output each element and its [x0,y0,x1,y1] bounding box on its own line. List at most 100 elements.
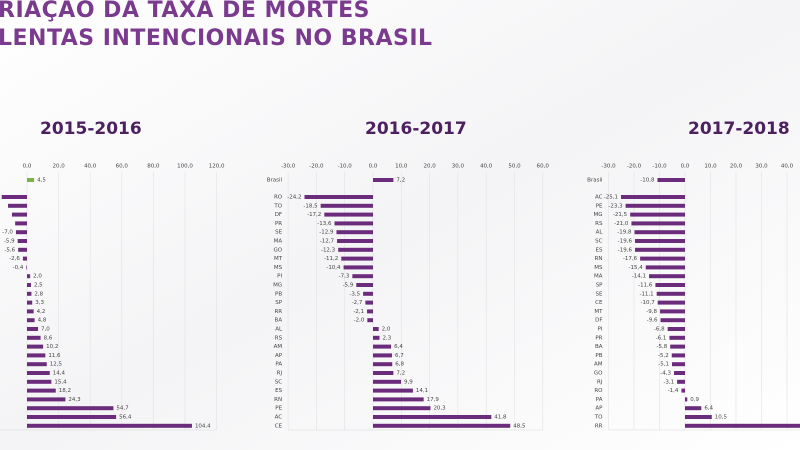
category-label: RS [275,335,283,341]
value-label: 0,9 [690,397,699,403]
category-label: GO [594,371,603,377]
category-label: PB [595,353,602,359]
bar [22,256,27,261]
value-label: -6,1 [656,335,667,341]
bar [27,335,41,340]
value-label: -6,8 [654,327,665,333]
category-label: Brasil [587,178,603,184]
value-label: 17,9 [427,397,440,403]
value-label: 2,8 [34,291,43,297]
category-label: DF [275,212,282,218]
value-label: -2,1 [353,309,364,315]
bar [11,212,27,217]
value-label: -5,9 [343,283,354,289]
x-tick-label: 30,0 [755,164,768,170]
bar [660,318,685,323]
category-label: SP [275,300,282,306]
page-title: RIAÇÃO DA TAXA DE MORTES [0,0,370,23]
value-label: -11,2 [324,256,338,262]
value-label: -19,6 [618,247,633,253]
category-label: GO [274,247,283,253]
bar [356,283,373,287]
bar [17,239,27,243]
bar [640,256,685,261]
value-label: 54,7 [116,406,129,412]
value-label: 4,5 [37,178,46,184]
bar [15,230,27,235]
bar [373,344,392,349]
category-label: BA [275,318,283,324]
bar [681,388,685,393]
bar [655,283,685,287]
chart-title: 2015-2016 [40,119,142,139]
bar [341,256,373,261]
x-tick-label: -30,0 [281,164,296,170]
category-label: AC [275,415,283,421]
category-label: RO [594,388,603,394]
value-label: -9,8 [646,309,657,315]
value-label: 12,5 [50,362,63,368]
bar [363,291,373,296]
bar [373,406,431,411]
bar [27,397,66,402]
category-label: RO [274,195,283,201]
category-label: RJ [597,379,603,385]
bar [373,335,380,340]
bar [27,344,44,349]
bar [373,327,379,331]
value-label: 6,4 [704,406,713,412]
value-label: 10,5 [715,415,728,421]
value-label: 9,9 [404,379,413,385]
value-label: 6,7 [395,353,404,359]
bar [352,274,373,279]
value-label: 2,5 [34,283,43,289]
value-label: -2,7 [352,300,363,306]
value-label: -1,4 [668,388,679,394]
category-label: SE [275,230,282,236]
value-label: -5,8 [656,344,667,350]
bar [27,406,114,411]
bar [373,353,392,358]
category-label: RS [595,221,603,227]
value-label: 48,5 [513,423,526,429]
value-label: 3,3 [35,300,44,306]
value-label: -5,9 [4,239,15,245]
x-tick-label: 60,0 [537,164,550,170]
value-label: -2,6 [9,256,20,262]
bar [18,247,27,252]
category-label: AL [275,327,283,333]
bar [645,265,685,270]
bar [373,362,393,367]
value-label: 10,2 [46,344,58,350]
x-tick-label: 10,0 [395,164,408,170]
value-label: -12,7 [320,239,335,245]
category-label: Brasil [267,178,283,184]
category-label: TO [594,415,603,421]
bar [669,335,685,340]
value-label: -13,6 [317,221,332,227]
category-label: SC [275,379,282,385]
bar [685,397,688,402]
value-label: -17,6 [623,256,638,262]
bar [337,239,373,243]
bar [27,274,31,279]
value-label: 7,2 [396,371,405,377]
value-label: -0,4 [13,265,24,271]
x-tick-label: 20,0 [52,164,65,170]
category-label: TO [273,203,282,209]
bar [625,203,685,208]
category-label: PE [596,203,603,209]
x-tick-label: -20,0 [627,164,642,170]
bar [373,178,394,182]
value-label: 7,2 [396,178,405,184]
bar [657,300,685,305]
bar [634,230,685,235]
bar [8,203,27,208]
value-label: -19,6 [618,239,633,245]
value-label: -23,3 [608,203,623,209]
value-label: -3,5 [349,291,360,297]
bar [649,274,685,279]
bar [27,291,32,296]
x-tick-label: 120,0 [209,164,225,170]
bar [671,362,685,367]
